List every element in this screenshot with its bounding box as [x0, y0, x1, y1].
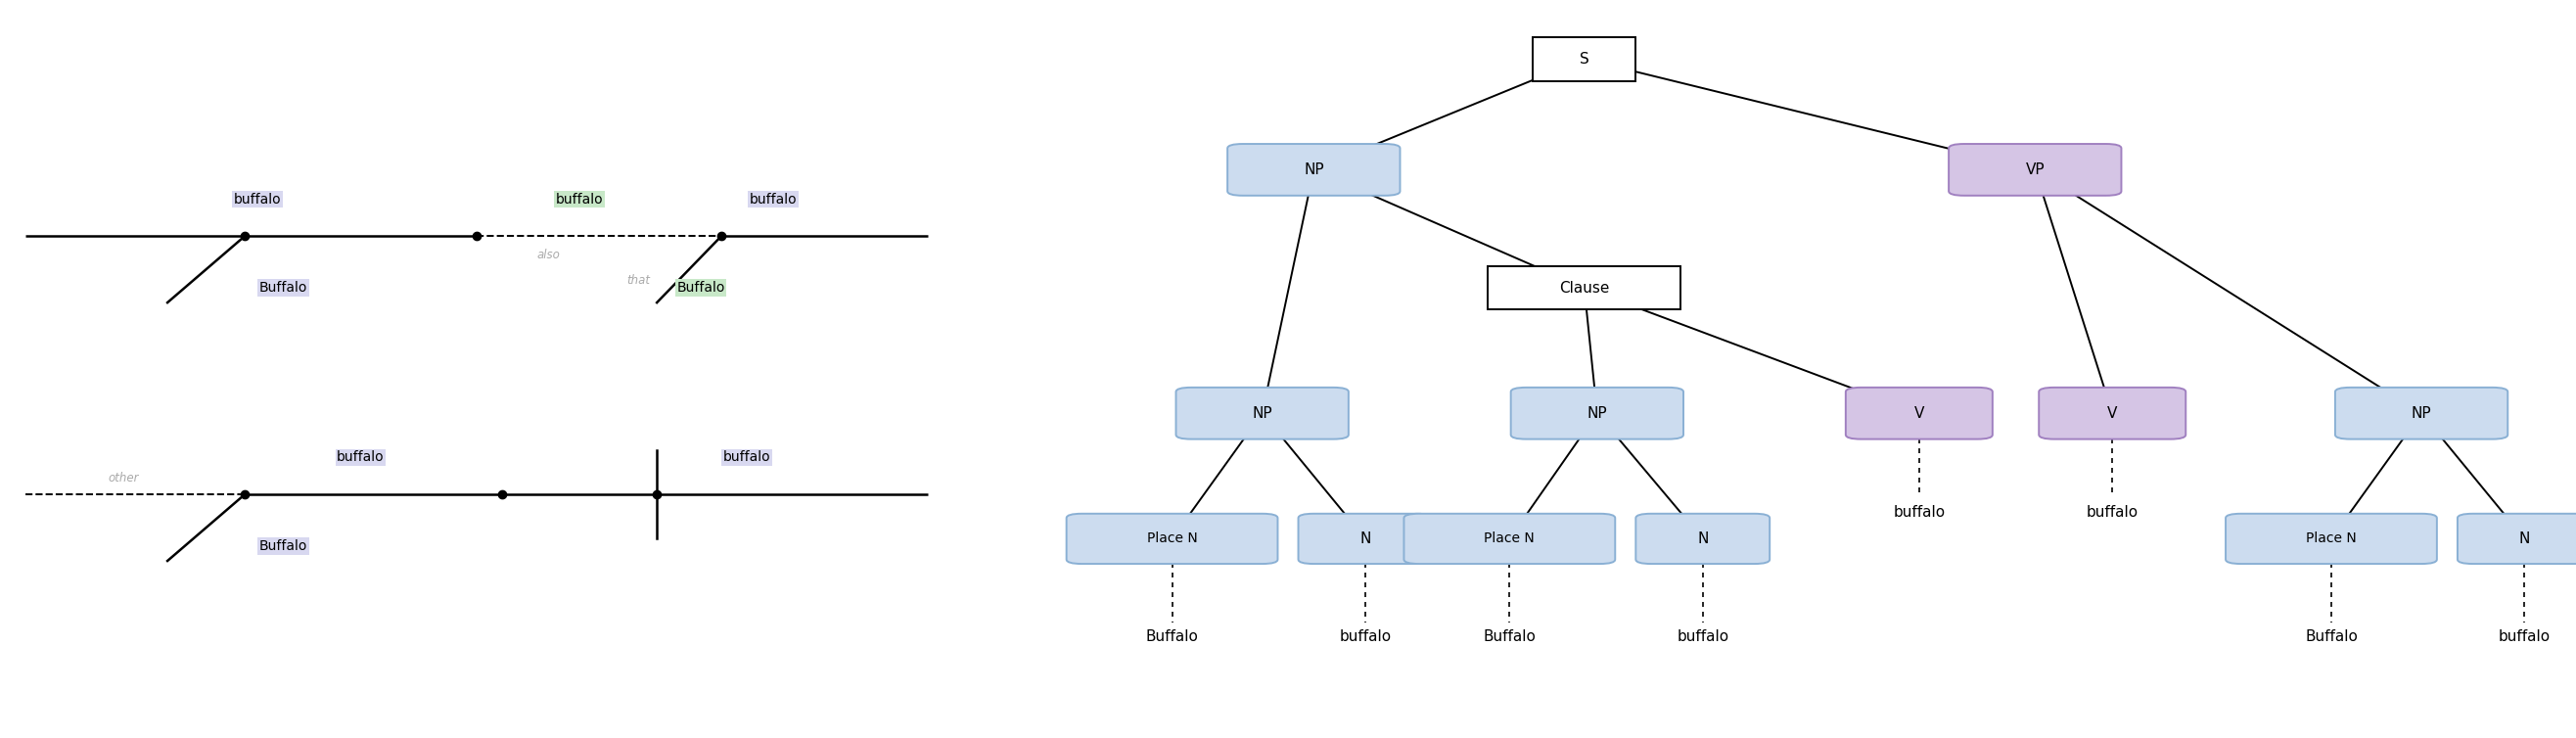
Text: Buffalo: Buffalo: [1484, 630, 1535, 644]
Text: Buffalo: Buffalo: [260, 281, 307, 294]
Text: Place N: Place N: [1484, 532, 1535, 545]
FancyBboxPatch shape: [2334, 387, 2509, 439]
Text: Buffalo: Buffalo: [1146, 630, 1198, 644]
FancyBboxPatch shape: [1950, 144, 2123, 196]
Text: S: S: [1579, 52, 1589, 66]
Text: buffalo: buffalo: [337, 451, 384, 464]
Text: NP: NP: [1587, 406, 1607, 421]
Text: NP: NP: [1252, 406, 1273, 421]
FancyBboxPatch shape: [1510, 387, 1685, 439]
Text: buffalo: buffalo: [1340, 630, 1391, 644]
Text: N: N: [1360, 531, 1370, 546]
FancyBboxPatch shape: [1404, 514, 1615, 564]
FancyBboxPatch shape: [1066, 514, 1278, 564]
Text: N: N: [2519, 531, 2530, 546]
Text: NP: NP: [1303, 162, 1324, 177]
Text: buffalo: buffalo: [556, 193, 603, 206]
Text: buffalo: buffalo: [750, 193, 796, 206]
Text: buffalo: buffalo: [234, 193, 281, 206]
Text: buffalo: buffalo: [2499, 630, 2550, 644]
Text: V: V: [2107, 406, 2117, 421]
Text: Place N: Place N: [2306, 532, 2357, 545]
FancyBboxPatch shape: [1175, 387, 1350, 439]
Text: Buffalo: Buffalo: [2306, 630, 2357, 644]
Text: also: also: [536, 248, 562, 261]
FancyBboxPatch shape: [2458, 514, 2576, 564]
Text: buffalo: buffalo: [1893, 505, 1945, 520]
Text: Clause: Clause: [1558, 280, 1610, 295]
Text: NP: NP: [2411, 406, 2432, 421]
FancyBboxPatch shape: [1844, 387, 1994, 439]
FancyBboxPatch shape: [1298, 514, 1432, 564]
Text: buffalo: buffalo: [1677, 630, 1728, 644]
Text: that: that: [626, 274, 652, 287]
Text: VP: VP: [2025, 162, 2045, 177]
Text: V: V: [1914, 406, 1924, 421]
Text: buffalo: buffalo: [724, 451, 770, 464]
FancyBboxPatch shape: [1226, 144, 1401, 196]
Text: N: N: [1698, 531, 1708, 546]
Text: buffalo: buffalo: [2087, 505, 2138, 520]
Text: Place N: Place N: [1146, 532, 1198, 545]
FancyBboxPatch shape: [2226, 514, 2437, 564]
Text: Buffalo: Buffalo: [677, 281, 724, 294]
FancyBboxPatch shape: [2040, 387, 2184, 439]
Text: other: other: [108, 472, 139, 485]
Bar: [1489, 266, 1680, 309]
Bar: [1533, 37, 1636, 81]
FancyBboxPatch shape: [1636, 514, 1770, 564]
Text: Buffalo: Buffalo: [260, 539, 307, 553]
